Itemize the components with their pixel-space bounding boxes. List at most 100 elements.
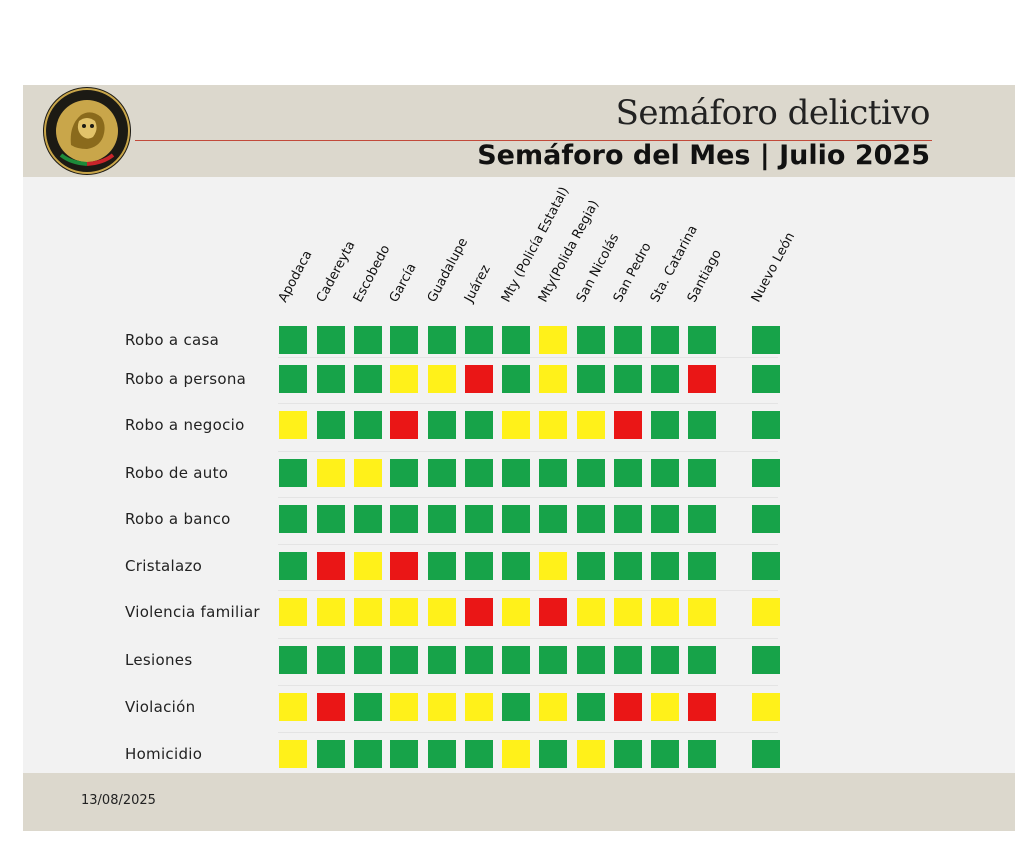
- status-cell-violacion-guadalupe: [428, 693, 456, 721]
- status-cell-robo-de-auto-san-pedro: [614, 459, 642, 487]
- status-cell-homicidio-sta-catarina: [651, 740, 679, 768]
- row-separator: [278, 732, 778, 733]
- row-label-robo-a-persona: Robo a persona: [125, 370, 247, 388]
- status-cell-lesiones-san-pedro: [614, 646, 642, 674]
- status-cell-robo-de-auto-juarez: [465, 459, 493, 487]
- status-cell-robo-a-banco-san-nicolas: [577, 505, 605, 533]
- status-cell-violacion-san-nicolas: [577, 693, 605, 721]
- row-separator: [278, 403, 778, 404]
- status-cell-robo-a-persona-san-pedro: [614, 365, 642, 393]
- status-cell-robo-a-casa-san-nicolas: [577, 326, 605, 354]
- status-cell-robo-a-negocio-mty-polida-regia: [539, 411, 567, 439]
- status-cell-lesiones-san-nicolas: [577, 646, 605, 674]
- status-cell-cristalazo-mty-policia-estatal: [502, 552, 530, 580]
- status-cell-lesiones-mty-polida-regia: [539, 646, 567, 674]
- status-cell-violacion-apodaca: [279, 693, 307, 721]
- status-cell-homicidio-juarez: [465, 740, 493, 768]
- status-cell-robo-de-auto-escobedo: [354, 459, 382, 487]
- status-cell-violencia-familiar-mty-policia-estatal: [502, 598, 530, 626]
- status-cell-robo-a-persona-santiago: [688, 365, 716, 393]
- column-header-apodaca: Apodaca: [275, 248, 316, 305]
- row-separator: [278, 638, 778, 639]
- status-cell-robo-a-negocio-apodaca: [279, 411, 307, 439]
- status-cell-robo-a-negocio-guadalupe: [428, 411, 456, 439]
- status-cell-cristalazo-san-pedro: [614, 552, 642, 580]
- status-cell-violacion-san-pedro: [614, 693, 642, 721]
- status-cell-cristalazo-santiago: [688, 552, 716, 580]
- row-separator: [278, 497, 778, 498]
- status-cell-violacion-juarez: [465, 693, 493, 721]
- status-cell-lesiones-sta-catarina: [651, 646, 679, 674]
- status-cell-robo-a-persona-cadereyta: [317, 365, 345, 393]
- status-cell-robo-a-negocio-sta-catarina: [651, 411, 679, 439]
- status-cell-cristalazo-nuevo-leon: [752, 552, 780, 580]
- status-cell-robo-a-negocio-santiago: [688, 411, 716, 439]
- status-cell-robo-de-auto-san-nicolas: [577, 459, 605, 487]
- status-cell-violacion-garcia: [390, 693, 418, 721]
- status-cell-violacion-sta-catarina: [651, 693, 679, 721]
- status-cell-violencia-familiar-escobedo: [354, 598, 382, 626]
- column-header-juarez: Juárez: [461, 262, 494, 305]
- row-label-cristalazo: Cristalazo: [125, 557, 203, 575]
- status-cell-homicidio-san-pedro: [614, 740, 642, 768]
- status-cell-homicidio-nuevo-leon: [752, 740, 780, 768]
- status-cell-robo-a-banco-juarez: [465, 505, 493, 533]
- status-cell-lesiones-guadalupe: [428, 646, 456, 674]
- status-cell-violencia-familiar-juarez: [465, 598, 493, 626]
- status-cell-homicidio-garcia: [390, 740, 418, 768]
- status-cell-lesiones-garcia: [390, 646, 418, 674]
- footer-date: 13/08/2025: [81, 793, 156, 808]
- column-header-nuevo-leon: Nuevo León: [748, 230, 799, 305]
- status-cell-violencia-familiar-cadereyta: [317, 598, 345, 626]
- row-label-robo-a-casa: Robo a casa: [125, 331, 220, 349]
- row-label-violacion: Violación: [125, 698, 196, 716]
- row-label-robo-de-auto: Robo de auto: [125, 464, 229, 482]
- status-cell-lesiones-cadereyta: [317, 646, 345, 674]
- status-cell-robo-a-banco-guadalupe: [428, 505, 456, 533]
- status-cell-robo-a-casa-guadalupe: [428, 326, 456, 354]
- row-separator: [278, 590, 778, 591]
- status-cell-robo-a-persona-mty-polida-regia: [539, 365, 567, 393]
- status-cell-violacion-escobedo: [354, 693, 382, 721]
- status-cell-robo-a-casa-cadereyta: [317, 326, 345, 354]
- status-cell-robo-a-negocio-juarez: [465, 411, 493, 439]
- status-cell-robo-a-negocio-escobedo: [354, 411, 382, 439]
- status-cell-robo-a-banco-santiago: [688, 505, 716, 533]
- status-cell-robo-a-banco-nuevo-leon: [752, 505, 780, 533]
- status-cell-robo-de-auto-mty-policia-estatal: [502, 459, 530, 487]
- status-cell-homicidio-cadereyta: [317, 740, 345, 768]
- row-separator: [278, 544, 778, 545]
- status-cell-lesiones-juarez: [465, 646, 493, 674]
- status-cell-robo-a-banco-apodaca: [279, 505, 307, 533]
- status-cell-robo-de-auto-apodaca: [279, 459, 307, 487]
- status-cell-robo-a-casa-escobedo: [354, 326, 382, 354]
- status-cell-lesiones-mty-policia-estatal: [502, 646, 530, 674]
- status-cell-robo-a-persona-guadalupe: [428, 365, 456, 393]
- status-cell-cristalazo-escobedo: [354, 552, 382, 580]
- status-cell-robo-a-persona-mty-policia-estatal: [502, 365, 530, 393]
- status-cell-violacion-cadereyta: [317, 693, 345, 721]
- status-cell-homicidio-escobedo: [354, 740, 382, 768]
- status-cell-robo-de-auto-sta-catarina: [651, 459, 679, 487]
- status-cell-robo-a-banco-san-pedro: [614, 505, 642, 533]
- row-label-lesiones: Lesiones: [125, 651, 193, 669]
- status-cell-homicidio-san-nicolas: [577, 740, 605, 768]
- row-label-violencia-familiar: Violencia familiar: [125, 603, 260, 621]
- status-cell-violencia-familiar-mty-polida-regia: [539, 598, 567, 626]
- status-cell-robo-a-banco-cadereyta: [317, 505, 345, 533]
- status-cell-cristalazo-apodaca: [279, 552, 307, 580]
- status-cell-violencia-familiar-guadalupe: [428, 598, 456, 626]
- page-subtitle: Semáforo del Mes | Julio 2025: [477, 140, 930, 171]
- status-cell-robo-a-negocio-mty-policia-estatal: [502, 411, 530, 439]
- column-header-garcia: García: [386, 261, 420, 305]
- status-cell-robo-a-banco-escobedo: [354, 505, 382, 533]
- status-cell-violencia-familiar-garcia: [390, 598, 418, 626]
- status-cell-robo-a-casa-nuevo-leon: [752, 326, 780, 354]
- status-cell-robo-a-banco-mty-policia-estatal: [502, 505, 530, 533]
- row-separator: [278, 451, 778, 452]
- status-cell-robo-a-negocio-cadereyta: [317, 411, 345, 439]
- status-cell-robo-a-casa-santiago: [688, 326, 716, 354]
- status-cell-cristalazo-juarez: [465, 552, 493, 580]
- status-cell-robo-a-negocio-garcia: [390, 411, 418, 439]
- status-cell-lesiones-escobedo: [354, 646, 382, 674]
